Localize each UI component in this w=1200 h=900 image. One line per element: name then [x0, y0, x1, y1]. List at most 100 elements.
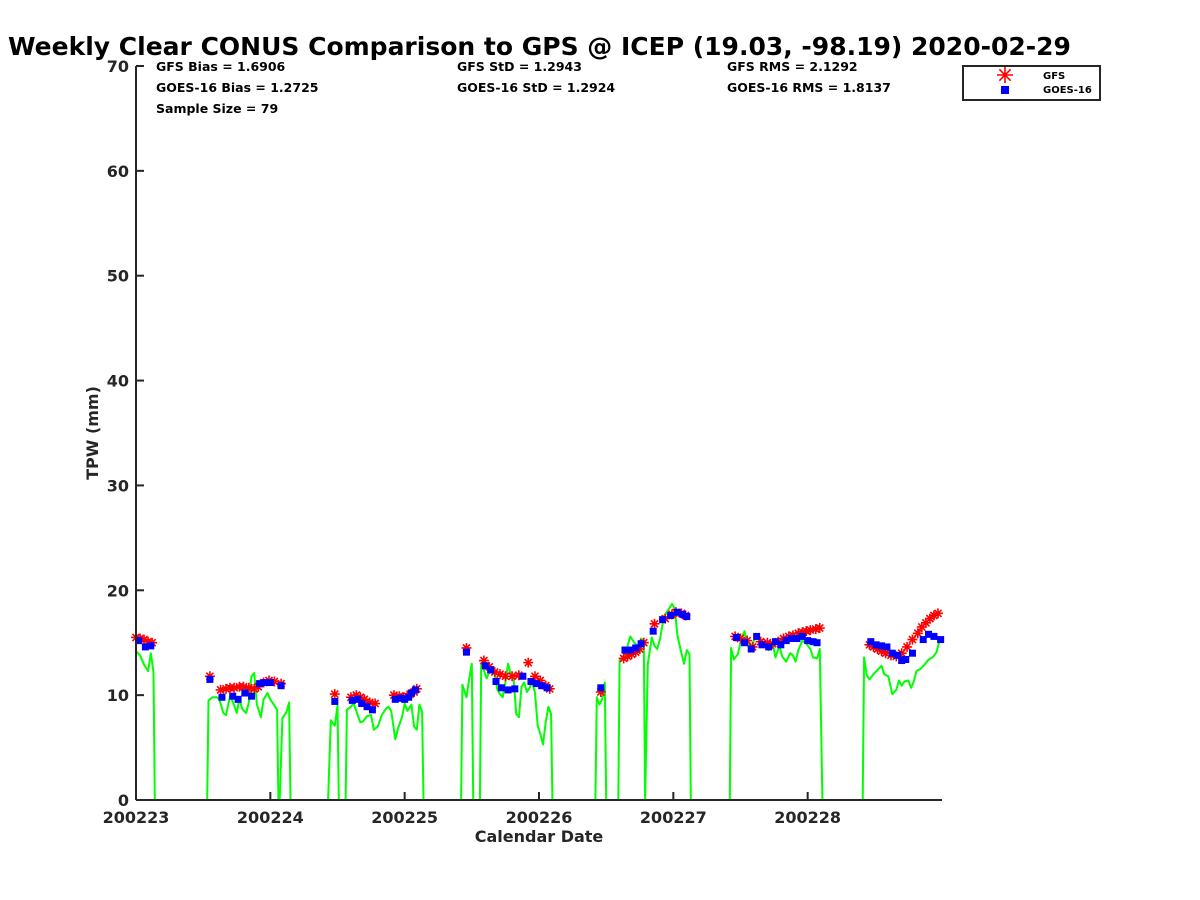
stat-sample-size: Sample Size = 79	[156, 101, 278, 116]
gps-line-segment	[644, 602, 692, 801]
goes-point	[391, 695, 399, 703]
gfs-point	[513, 670, 524, 681]
goes-point	[481, 662, 489, 670]
gfs-point	[880, 648, 891, 659]
y-axis-label: TPW (mm)	[83, 386, 102, 480]
goes-point	[898, 657, 906, 665]
goes-point	[930, 632, 938, 640]
goes-point	[497, 684, 505, 692]
gfs-point	[902, 641, 913, 652]
goes-point	[135, 637, 143, 645]
goes-point	[407, 689, 415, 697]
goes-point	[937, 636, 945, 644]
goes-point	[741, 639, 749, 647]
gfs-point	[269, 676, 280, 687]
legend: GFS GOES-16	[962, 65, 1101, 101]
goes-point	[888, 649, 896, 657]
gfs-point	[221, 683, 232, 694]
gfs-point	[618, 653, 629, 664]
gps-line-segment	[327, 704, 340, 801]
goes-point	[597, 684, 605, 692]
gfs-point	[461, 642, 472, 653]
goes-point	[813, 639, 821, 647]
goes-point	[919, 636, 927, 644]
goes-point	[266, 679, 274, 687]
stat-goes-std: GOES-16 StD = 1.2924	[457, 80, 615, 95]
gfs-point	[805, 625, 816, 636]
goes-point	[354, 695, 362, 703]
y-tick-label: 60	[107, 162, 129, 181]
goes-point	[405, 693, 413, 701]
goes-point	[532, 680, 540, 688]
x-ticks: 200223 200224 200225 200226 200227 200228	[103, 792, 841, 827]
gfs-point	[626, 649, 637, 660]
gfs-point	[595, 686, 606, 697]
goes-point	[637, 640, 645, 648]
gfs-point	[912, 628, 923, 639]
goes-point	[368, 706, 376, 714]
gfs-point	[143, 636, 154, 647]
goes-point	[679, 610, 687, 618]
goes-point	[758, 641, 766, 649]
gfs-point	[810, 624, 821, 635]
gfs-point	[872, 644, 883, 655]
gfs-point	[916, 621, 927, 632]
goes-point	[261, 679, 269, 687]
legend-gfs-asterisk	[997, 67, 1013, 83]
legend-box	[962, 65, 1101, 101]
goes-point	[632, 644, 640, 652]
legend-gfs-marker	[997, 67, 1013, 83]
goes-point	[798, 632, 806, 640]
legend-goes-marker	[1001, 86, 1009, 94]
gps-line-segment	[594, 681, 608, 801]
gfs-point	[507, 671, 518, 682]
goes-point	[538, 682, 546, 690]
gfs-point	[370, 698, 381, 709]
goes-point	[527, 678, 535, 686]
goes-point	[401, 695, 409, 703]
goes-point	[141, 643, 149, 651]
goes-point	[878, 642, 886, 650]
gfs-point	[735, 633, 746, 644]
gps-line-segment	[278, 701, 292, 801]
goes-point	[504, 686, 512, 694]
goes-point	[732, 633, 740, 641]
stat-gfs-rms: GFS RMS = 2.1292	[727, 59, 858, 74]
gfs-point	[523, 657, 534, 668]
goes-point	[788, 635, 796, 643]
goes-point	[747, 645, 755, 653]
goes-point	[925, 630, 933, 638]
gfs-point	[801, 626, 812, 637]
goes-point	[363, 703, 371, 711]
gps-line-segment	[135, 650, 156, 801]
gfs-point	[814, 623, 825, 634]
goes-point	[411, 686, 419, 694]
goes-point	[867, 638, 875, 646]
goes-point	[793, 635, 801, 643]
y-tick-label: 0	[118, 791, 129, 810]
goes-point	[487, 666, 495, 674]
goes-point	[397, 694, 405, 702]
goes-point	[659, 616, 667, 624]
y-ticks: 0 10 20 30 40 50 60 70	[107, 57, 144, 810]
goes-point	[229, 692, 237, 700]
goes-point	[543, 684, 551, 692]
stat-goes-rms: GOES-16 RMS = 1.8137	[727, 80, 891, 95]
gfs-point	[139, 634, 150, 645]
goes-point	[206, 675, 214, 683]
gfs-point	[243, 682, 254, 693]
gfs-point	[649, 618, 660, 629]
x-tick-label: 200224	[237, 808, 304, 827]
x-tick-label: 200225	[371, 808, 438, 827]
chart-title: Weekly Clear CONUS Comparison to GPS @ I…	[8, 32, 1071, 61]
stat-gfs-std: GFS StD = 1.2943	[457, 59, 582, 74]
gfs-point	[630, 647, 641, 658]
goes-point	[782, 637, 790, 645]
x-tick-label: 200223	[103, 808, 170, 827]
gfs-point	[500, 671, 511, 682]
gfs-point	[920, 617, 931, 628]
gfs-point	[876, 646, 887, 657]
goes-point	[277, 682, 285, 690]
goes-point	[147, 642, 155, 650]
